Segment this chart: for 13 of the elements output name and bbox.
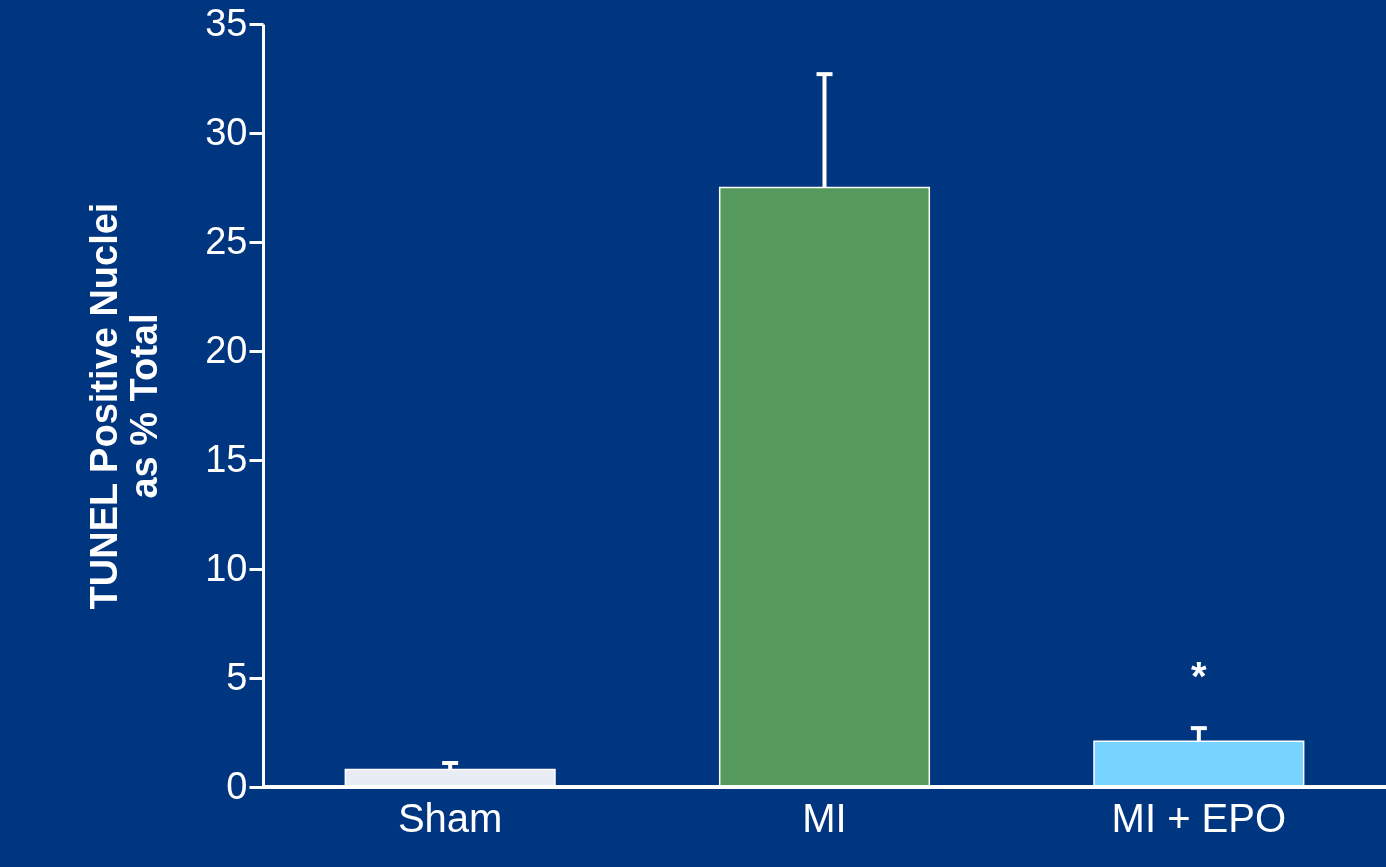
y-tick-label: 0 [226, 764, 248, 807]
y-tick-label: 20 [205, 328, 248, 371]
y-axis-title: TUNEL Positive Nuclei as % Total [83, 202, 166, 610]
x-tick-label: MI + EPO [1111, 795, 1287, 840]
annotation: * [1191, 654, 1208, 699]
y-tick-label: 15 [205, 437, 248, 480]
y-tick-label: 10 [205, 546, 248, 589]
y-tick-label: 25 [205, 219, 248, 262]
y-tick-label: 35 [205, 1, 248, 44]
y-tick-label: 30 [205, 110, 248, 153]
x-tick-label: MI [802, 795, 847, 840]
y-tick-label: 5 [226, 655, 248, 698]
x-tick-label: Sham [397, 795, 503, 840]
